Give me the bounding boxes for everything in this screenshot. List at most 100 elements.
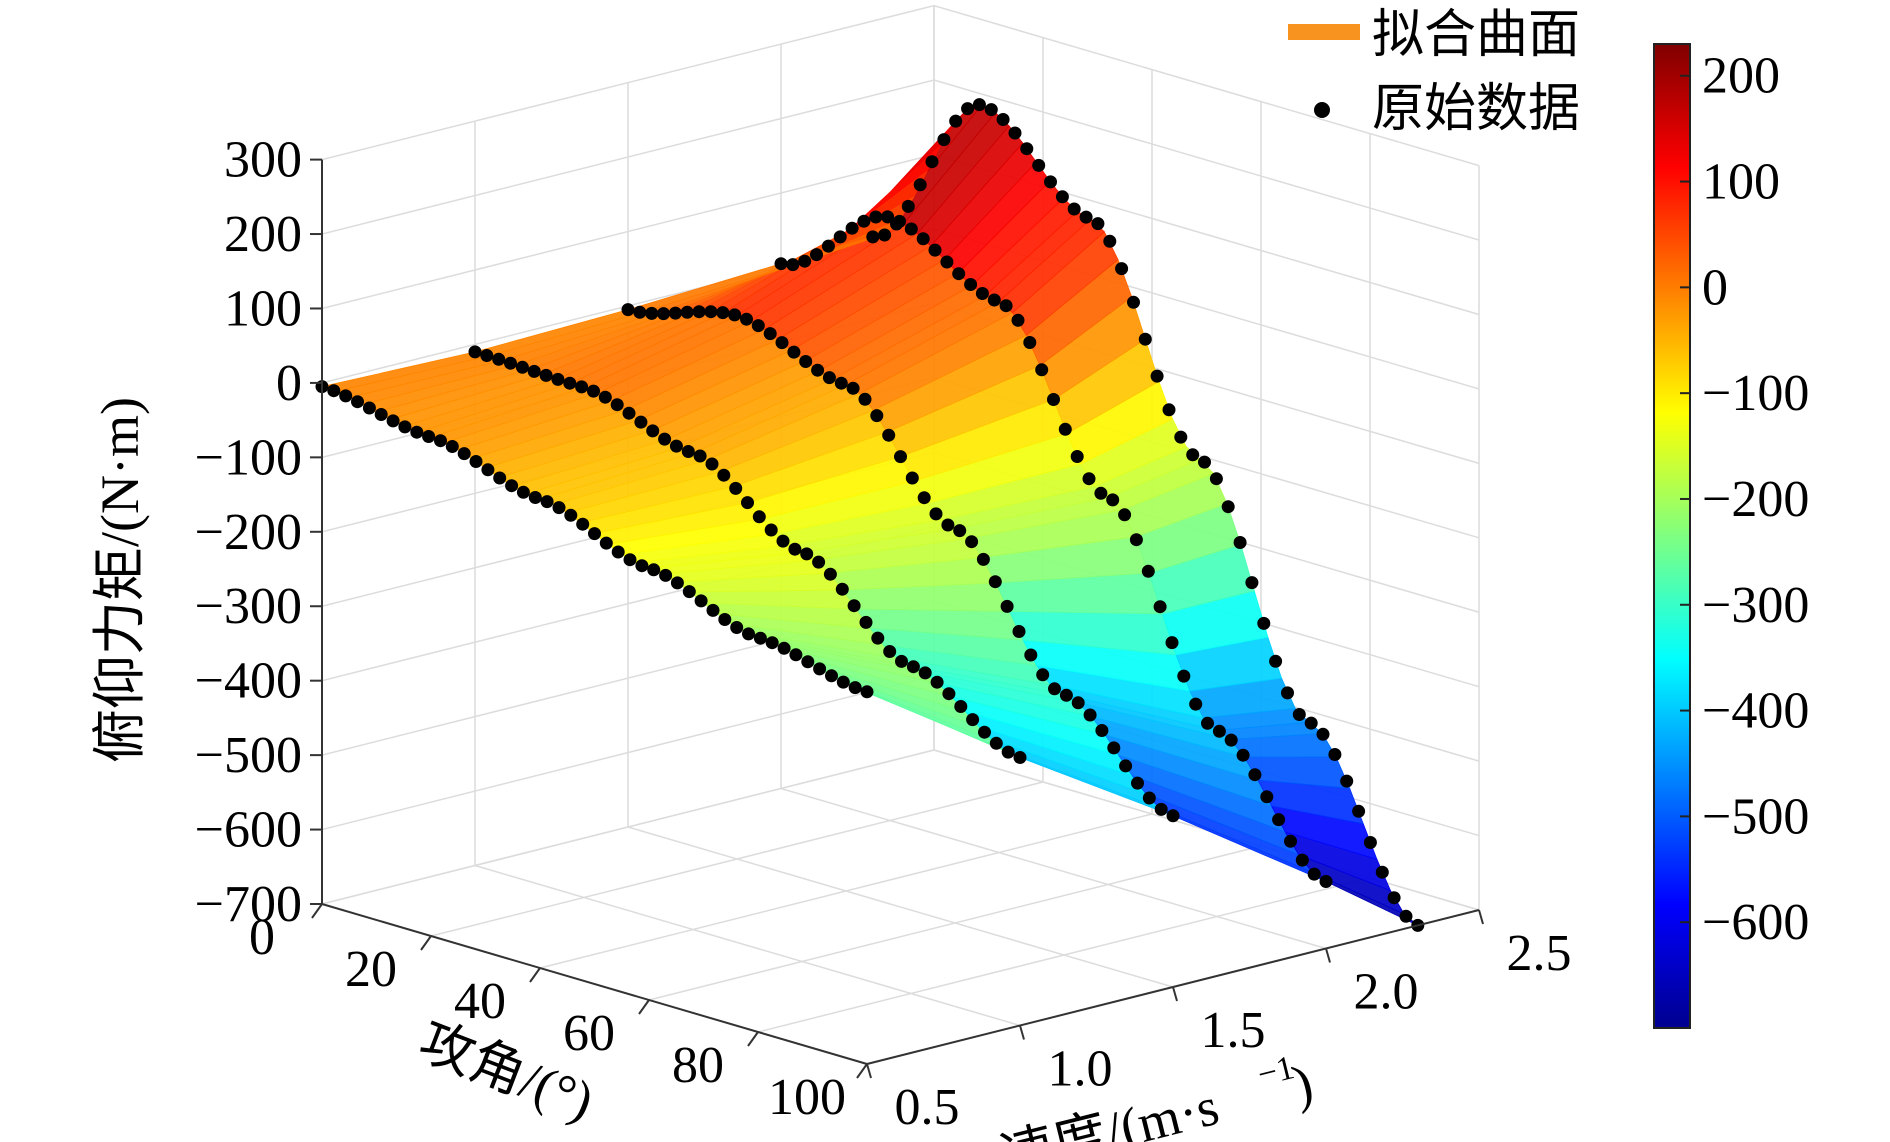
data-point — [952, 267, 966, 281]
data-point — [811, 363, 825, 377]
data-point — [598, 390, 612, 404]
data-point — [798, 254, 812, 268]
data-point — [1154, 802, 1168, 816]
data-point — [623, 553, 637, 567]
x-tick — [311, 903, 323, 919]
data-point — [787, 345, 801, 359]
colorbar-tick-label: −200 — [1702, 471, 1809, 528]
data-point — [445, 440, 459, 453]
data-point — [895, 654, 908, 668]
data-point — [552, 501, 566, 515]
data-point — [658, 432, 672, 446]
x-tick-label: 40 — [454, 973, 506, 1030]
data-point — [646, 424, 660, 438]
data-point — [858, 392, 872, 406]
x-tick — [856, 1063, 868, 1079]
data-point — [493, 471, 507, 485]
data-point — [881, 210, 895, 224]
data-point — [1292, 708, 1306, 721]
data-point — [906, 660, 920, 674]
data-point — [1201, 716, 1214, 730]
data-point — [1001, 745, 1015, 759]
data-point — [966, 713, 980, 727]
data-point — [576, 517, 590, 531]
data-point — [1284, 834, 1297, 848]
data-point — [860, 685, 874, 699]
x-tick-label: 80 — [672, 1037, 724, 1094]
y-tick-label: 2.0 — [1354, 964, 1419, 1021]
data-point — [1103, 234, 1117, 248]
data-point — [705, 457, 719, 471]
data-point — [1189, 697, 1203, 711]
data-point — [848, 681, 862, 695]
data-point — [1008, 126, 1022, 140]
data-point — [1142, 791, 1156, 805]
data-point — [859, 615, 873, 629]
data-point — [659, 568, 673, 582]
z-tick-label: −400 — [195, 653, 302, 710]
data-point — [916, 232, 930, 246]
data-point — [339, 389, 353, 403]
data-point — [599, 536, 613, 550]
data-point — [635, 559, 649, 573]
data-point — [1127, 295, 1140, 309]
z-tick-label: −300 — [195, 578, 302, 635]
data-point — [789, 648, 803, 662]
data-point — [1307, 867, 1321, 881]
z-tick-label: 200 — [224, 206, 302, 263]
data-point — [564, 508, 578, 522]
data-point — [1245, 576, 1259, 590]
y-tick — [1172, 986, 1178, 1002]
x-tick — [638, 999, 650, 1015]
data-point — [834, 376, 848, 390]
data-point — [866, 230, 880, 244]
data-point — [1107, 741, 1121, 755]
z-tick-label: 100 — [224, 280, 302, 337]
data-point — [1162, 403, 1176, 417]
data-point — [857, 214, 871, 228]
data-point — [989, 736, 1003, 750]
data-point — [742, 627, 755, 641]
z-tick-label: −200 — [195, 504, 302, 561]
data-point — [527, 364, 541, 378]
data-point — [1257, 616, 1271, 630]
data-point — [801, 655, 815, 669]
data-point — [942, 687, 956, 701]
data-point — [776, 534, 790, 548]
data-point — [976, 552, 990, 566]
data-point — [825, 669, 838, 683]
data-point — [680, 305, 694, 319]
data-point — [611, 545, 625, 559]
data-point — [692, 305, 706, 319]
x-tick-label: 60 — [563, 1005, 615, 1062]
colorbar-tick-label: 200 — [1702, 48, 1780, 105]
data-point — [1138, 332, 1152, 346]
data-point — [728, 308, 742, 322]
data-point — [845, 221, 859, 235]
data-point — [670, 576, 684, 590]
x-tick — [747, 1031, 759, 1047]
data-point — [1363, 836, 1377, 849]
data-point — [1328, 748, 1342, 761]
data-point — [751, 319, 765, 333]
axes: 3002001000−100−200−300−400−500−600−70002… — [195, 132, 1572, 1136]
data-point — [1055, 190, 1069, 204]
data-point — [1071, 696, 1085, 710]
data-point — [1260, 790, 1274, 804]
data-point — [610, 398, 624, 412]
data-point — [1095, 724, 1109, 737]
data-point — [539, 368, 553, 382]
y-tick-label: 1.0 — [1048, 1041, 1113, 1098]
data-point — [492, 352, 506, 366]
data-point — [633, 305, 647, 319]
data-point — [953, 524, 967, 538]
data-point — [975, 287, 989, 300]
data-point — [763, 327, 777, 341]
data-point — [1047, 393, 1060, 406]
data-point — [1174, 430, 1188, 444]
data-point — [978, 725, 991, 739]
data-point — [634, 415, 648, 429]
x-tick — [529, 967, 541, 983]
data-point — [669, 439, 683, 453]
data-point — [905, 471, 919, 485]
